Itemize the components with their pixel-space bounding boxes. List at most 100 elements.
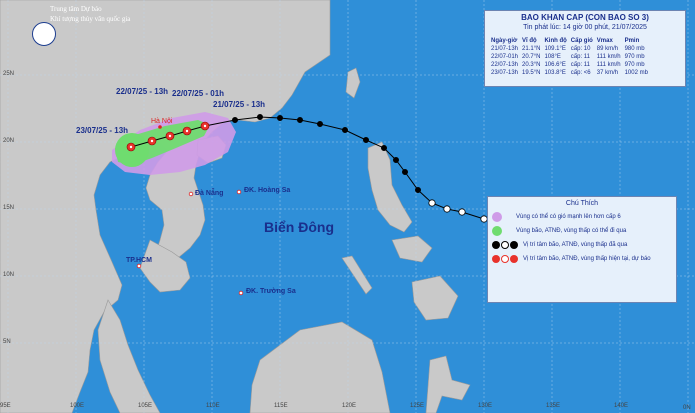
past-storm-position-marker bbox=[276, 115, 283, 122]
bulletin-header-row: Ngày-giờ Vĩ độ Kinh độ Cấp gió Vmax Pmin bbox=[489, 37, 650, 45]
past-position-icon bbox=[492, 241, 500, 249]
southern-vietnam-landmass bbox=[139, 239, 191, 293]
lon-tick-9: 140E bbox=[614, 403, 629, 409]
legend-panel: Chú Thích Vùng có thể có gió mạnh lên hơ… bbox=[487, 196, 677, 303]
storm-track-points bbox=[126, 114, 488, 223]
table-row: 22/07-01h 20.7°N 108°E cấp: 11 111 km/h … bbox=[489, 53, 650, 61]
lon-tick-1: 100E bbox=[70, 403, 85, 409]
past-storm-position-marker bbox=[231, 117, 238, 124]
past-weak-position-marker bbox=[428, 199, 436, 207]
table-cell: 108°E bbox=[544, 54, 561, 60]
truong-sa-marker bbox=[238, 290, 244, 296]
table-cell: 103.8°E bbox=[544, 70, 566, 76]
bulletin-table: Ngày-giờ Vĩ độ Kinh độ Cấp gió Vmax Pmin… bbox=[489, 37, 650, 77]
visayas-islands bbox=[391, 235, 433, 263]
table-cell: 37 km/h bbox=[596, 70, 619, 76]
past-storm-position-marker bbox=[256, 114, 263, 121]
lon-tick-7: 130E bbox=[478, 403, 493, 409]
table-cell: 20.3°N bbox=[522, 62, 541, 68]
legend-title: Chú Thích bbox=[565, 200, 599, 207]
table-cell: cấp: 10 bbox=[570, 46, 591, 52]
tp-hcm-label: TP.HCM bbox=[126, 257, 152, 264]
forecast-position-icon bbox=[492, 255, 500, 263]
forecast-position-icons bbox=[492, 255, 519, 263]
table-cell: 111 km/h bbox=[596, 54, 621, 60]
lat-tick-2: 15N bbox=[3, 205, 15, 211]
forecast-label-22-13h: 22/07/25 - 13h bbox=[116, 87, 169, 96]
ha-noi-marker bbox=[158, 125, 162, 129]
hoang-sa-label: ĐK. Hoàng Sa bbox=[244, 187, 291, 194]
table-cell: 109.1°E bbox=[544, 46, 566, 52]
past-storm-position-marker bbox=[362, 136, 369, 143]
forecast-position-icon bbox=[510, 255, 518, 263]
agency-logo bbox=[32, 22, 56, 46]
table-cell: 970 mb bbox=[624, 62, 645, 68]
table-cell: 22/07-01h bbox=[491, 54, 519, 60]
past-weak-position-marker bbox=[443, 205, 451, 213]
da-nang-label: Đà Nẵng bbox=[195, 190, 224, 197]
lat-tick-1: 20N bbox=[3, 138, 15, 144]
table-row: 23/07-13h 19.5°N 103.8°E cấp: <6 37 km/h… bbox=[489, 69, 650, 77]
agency-name: Trung tâm Dự báo Khí tượng thủy văn quốc… bbox=[50, 4, 130, 24]
col-header: Pmin bbox=[624, 38, 640, 44]
table-cell: cấp: <6 bbox=[570, 70, 591, 76]
taiwan-island bbox=[345, 67, 361, 99]
forecast-label-23-13h: 23/07/25 - 13h bbox=[76, 126, 129, 135]
legend-item-forecast-positions: Vị trí tâm bão, ATNĐ, vùng thấp hiện tại… bbox=[492, 253, 651, 265]
bulletin-panel: BAO KHAN CAP (CON BAO SO 3) Tin phát lúc… bbox=[484, 10, 686, 87]
lon-tick-6: 125E bbox=[410, 403, 425, 409]
table-cell: 970 mb bbox=[624, 54, 645, 60]
past-weak-position-marker bbox=[458, 208, 466, 216]
past-storm-position-marker bbox=[414, 186, 421, 193]
table-cell: 19.5°N bbox=[522, 70, 541, 76]
past-storm-position-marker bbox=[392, 156, 399, 163]
agency-line-2: Khí tượng thủy văn quốc gia bbox=[50, 15, 131, 23]
bulletin-title: BAO KHAN CAP (CON BAO SO 3) bbox=[521, 13, 649, 22]
forecast-position-icon bbox=[501, 255, 509, 263]
col-header: Cấp gió bbox=[570, 38, 593, 44]
truong-sa-label: ĐK. Trường Sa bbox=[246, 288, 296, 295]
col-header: Kinh độ bbox=[544, 38, 567, 44]
past-storm-position-marker bbox=[316, 121, 323, 128]
past-position-icon bbox=[501, 241, 509, 249]
table-cell: 1002 mb bbox=[624, 70, 648, 76]
table-cell: 23/07-13h bbox=[491, 70, 519, 76]
luzon-island bbox=[367, 141, 413, 233]
table-cell: 22/07-13h bbox=[491, 62, 519, 68]
legend-item-label: Vùng có thể có gió mạnh lên hơn cấp 6 bbox=[516, 214, 621, 220]
table-cell: 20.7°N bbox=[522, 54, 541, 60]
col-header: Vmax bbox=[596, 38, 613, 44]
forecast-marker-eye bbox=[129, 145, 133, 149]
table-cell: 111 km/h bbox=[596, 62, 621, 68]
past-storm-position-marker bbox=[341, 127, 348, 134]
table-cell: cấp: 11 bbox=[570, 62, 591, 68]
lon-tick-5: 120E bbox=[342, 403, 357, 409]
forecast-label-22-01h: 22/07/25 - 01h bbox=[172, 89, 225, 98]
borneo-island bbox=[249, 321, 391, 413]
legend-item-label: Vị trí tâm bão, ATNĐ, vùng thấp hiện tại… bbox=[523, 256, 651, 262]
ha-noi-label: Hà Nội bbox=[151, 118, 173, 125]
lon-tick-0: 95E bbox=[0, 403, 11, 409]
table-cell: 21/07-13h bbox=[491, 46, 519, 52]
table-row: 21/07-13h 21.1°N 109.1°E cấp: 10 89 km/h… bbox=[489, 45, 650, 53]
forecast-marker-eye bbox=[168, 134, 172, 138]
table-cell: cấp: 11 bbox=[570, 54, 591, 60]
legend-item-label: Vị trí tâm bão, ATNĐ, vùng thấp đã qua bbox=[523, 242, 628, 248]
legend-item-past-positions: Vị trí tâm bão, ATNĐ, vùng thấp đã qua bbox=[492, 239, 627, 251]
past-storm-position-marker bbox=[296, 117, 303, 124]
legend-item-cone: Vùng bão, ATNĐ, vùng thấp có thể đi qua bbox=[492, 225, 626, 237]
table-row: 22/07-13h 20.3°N 106.6°E cấp: 11 111 km/… bbox=[489, 61, 650, 69]
sulawesi-island bbox=[425, 355, 471, 413]
bulletin-issued: Tin phát lúc: 14 giờ 00 phút, 21/07/2025 bbox=[523, 24, 647, 31]
table-cell: 89 km/h bbox=[596, 46, 619, 52]
tp-hcm-marker bbox=[136, 263, 142, 269]
table-cell: 21.1°N bbox=[522, 46, 541, 52]
bien-dong-label: Biển Đông bbox=[264, 219, 334, 235]
lon-tick-3: 110E bbox=[206, 403, 220, 409]
forecast-label-21-13h: 21/07/25 - 13h bbox=[213, 100, 266, 109]
cone-swatch bbox=[492, 226, 502, 236]
wind-zone-swatch bbox=[492, 212, 502, 222]
palawan-island bbox=[341, 255, 373, 295]
table-cell: 106.6°E bbox=[544, 62, 566, 68]
lat-tick-4: 5N bbox=[3, 339, 11, 345]
